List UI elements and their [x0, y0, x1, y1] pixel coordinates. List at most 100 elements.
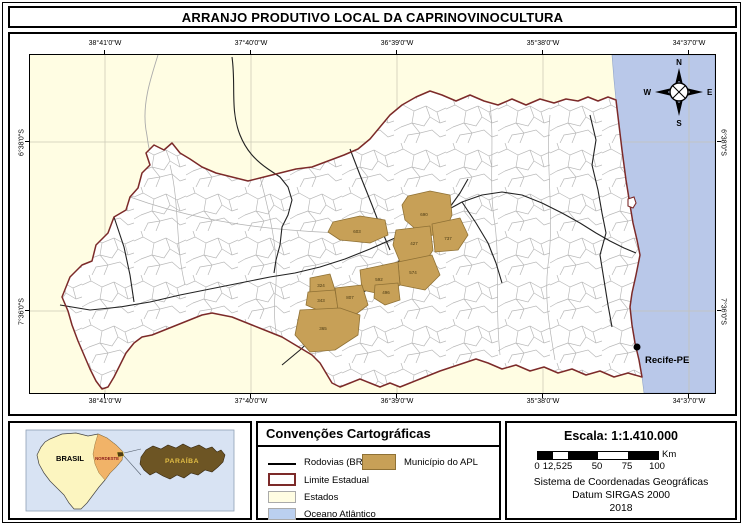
apl-id: 496 [382, 290, 390, 295]
apl-id: 365 [319, 326, 327, 331]
coordinate-system-note: Sistema de Coordenadas Geográficas [533, 477, 709, 488]
apl-id: 324 [317, 283, 325, 288]
apl-id: 574 [409, 270, 417, 275]
compass-rose-icon: N S W E [643, 58, 713, 128]
recife-dot [633, 343, 641, 351]
page-title: ARRANJO PRODUTIVO LOCAL DA CAPRINOVINOCU… [181, 9, 564, 25]
paraiba-enlarged-shape [139, 443, 226, 480]
lon-label-bottom-2: 37°40'0"W [234, 398, 268, 405]
highway-branch-2 [349, 148, 391, 251]
apl-polygon [294, 307, 361, 353]
lat-label-right-1: 6°38'0"S [719, 129, 727, 156]
grid-tick [25, 310, 29, 311]
datum-note: Datum SIRGAS 2000 [572, 490, 670, 501]
apl-id: 807 [346, 295, 354, 300]
nordeste-region-shape [92, 433, 124, 481]
compass-w: W [643, 88, 651, 97]
apl-polygon [431, 217, 469, 253]
lon-label-bottom-5: 34°37'0"W [672, 398, 706, 405]
neighbour-state-line [144, 55, 159, 152]
lon-label-top-5: 34°37'0"W [672, 40, 706, 47]
grid-tick [542, 394, 543, 398]
grid-tick [250, 394, 251, 398]
lon-label-top-2: 37°40'0"W [234, 40, 268, 47]
brasil-label: BRASIL [56, 454, 84, 463]
grid-tick [717, 310, 721, 311]
grid-tick [25, 141, 29, 142]
scale-bar [537, 451, 659, 460]
highway-north [231, 56, 293, 274]
legend-item-rodovias: Rodovias (BR) [304, 457, 366, 468]
paraiba-map: 690 603 427 737 574 592 496 324 343 807 … [30, 55, 715, 393]
compass-n: N [676, 58, 682, 67]
scale-segment [598, 452, 628, 459]
legend-item-limite: Limite Estadual [304, 475, 369, 486]
compass-s: S [676, 119, 682, 128]
lat-label-left-1: 6°38'0"S [18, 129, 26, 156]
highway-east [589, 114, 613, 328]
lon-label-bottom-1: 38°41'0"W [88, 398, 122, 405]
apl-id: 592 [375, 277, 383, 282]
legend-item-municipio: Município do APL [404, 457, 478, 468]
scale-tick: 25 [561, 461, 573, 472]
inset-connector-lines [123, 448, 142, 476]
highway-branch-3 [113, 216, 135, 303]
grid-tick [250, 50, 251, 54]
scale-tick: 12,5 [542, 461, 562, 472]
apl-id: 737 [444, 236, 452, 241]
legend-panel: Convenções Cartográficas Rodovias (BR) M… [256, 421, 501, 520]
grid-tick [396, 50, 397, 54]
scale-tick: 75 [621, 461, 633, 472]
state-limit-swatch [268, 473, 296, 486]
legend-divider [258, 445, 499, 447]
grid-tick [688, 50, 689, 54]
lon-label-bottom-4: 35°38'0"W [526, 398, 560, 405]
lon-label-bottom-3: 36°39'0"W [380, 398, 414, 405]
scale-title: Escala: 1:1.410.000 [564, 429, 678, 443]
grid-tick [717, 141, 721, 142]
highway-branch-1 [461, 201, 503, 284]
apl-polygon [373, 282, 401, 306]
highway-swatch [268, 463, 296, 465]
scale-panel: Escala: 1:1.410.000 Km 0 12,5 25 50 75 1… [505, 421, 737, 520]
apl-polygon [334, 284, 369, 316]
inset-map: BRASIL NORDESTE PARAÍBA [25, 429, 235, 512]
scale-tick: 0 [534, 461, 540, 472]
apl-id: 343 [317, 298, 325, 303]
grid-tick [104, 394, 105, 398]
scale-segment [628, 452, 658, 459]
scale-segment [538, 452, 553, 459]
lon-label-top-4: 35°38'0"W [526, 40, 560, 47]
ocean-swatch [268, 508, 296, 520]
scale-segment [568, 452, 598, 459]
grid-tick [542, 50, 543, 54]
compass-e: E [707, 88, 713, 97]
nordeste-label: NORDESTE [95, 456, 119, 461]
lat-label-right-2: 7°36'0"S [719, 298, 727, 325]
estados-swatch [268, 491, 296, 503]
inset-map-panel: BRASIL NORDESTE PARAÍBA [8, 421, 252, 520]
legend-item-estados: Estados [304, 492, 339, 503]
apl-id: 690 [420, 212, 428, 217]
coastal-municipality-marker [627, 196, 637, 209]
title-bar: ARRANJO PRODUTIVO LOCAL DA CAPRINOVINOCU… [8, 6, 737, 28]
lon-label-top-1: 38°41'0"W [88, 40, 122, 47]
grid-tick [104, 50, 105, 54]
apl-id-labels: 690 603 427 737 574 592 496 324 343 807 … [317, 212, 452, 331]
lat-label-left-2: 7°36'0"S [18, 298, 26, 325]
lon-label-top-3: 36°39'0"W [380, 40, 414, 47]
scale-segment [553, 452, 568, 459]
recife-label: Recife-PE [645, 355, 689, 366]
legend-title: Convenções Cartográficas [266, 426, 431, 441]
scale-unit: Km [662, 449, 677, 460]
grid-tick [396, 394, 397, 398]
legend-item-oceano: Oceano Atlântico [304, 509, 376, 520]
apl-municipality-swatch [362, 454, 396, 470]
scale-tick: 50 [591, 461, 603, 472]
year-note: 2018 [609, 503, 633, 514]
scale-tick: 100 [649, 461, 665, 472]
apl-polygon [327, 215, 389, 244]
map-canvas: 690 603 427 737 574 592 496 324 343 807 … [29, 54, 716, 394]
